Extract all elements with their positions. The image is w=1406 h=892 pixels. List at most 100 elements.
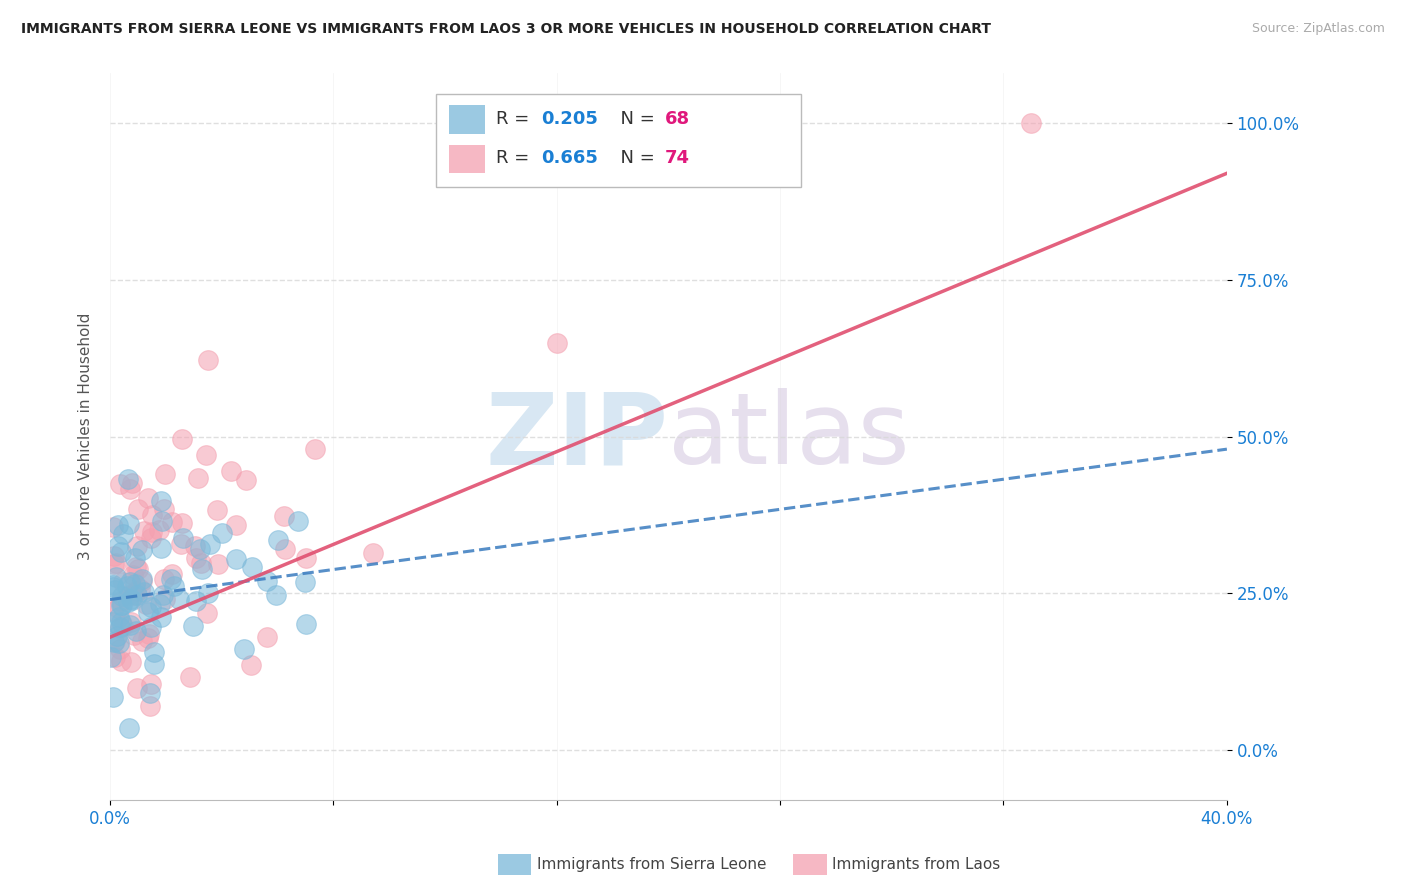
Point (211, 526, 233, 541)
Point (124, 551, 146, 566)
Point (127, 562, 149, 576)
Point (152, 588, 174, 602)
Point (135, 597, 157, 611)
Point (120, 655, 142, 669)
Point (108, 636, 131, 650)
Point (110, 620, 132, 634)
Point (129, 582, 152, 596)
Point (139, 599, 162, 614)
Text: Immigrants from Laos: Immigrants from Laos (832, 857, 1001, 871)
Point (104, 634, 127, 648)
Point (107, 601, 129, 615)
Point (122, 627, 145, 641)
Point (149, 493, 172, 508)
Point (136, 605, 159, 619)
Text: 0.205: 0.205 (541, 110, 598, 128)
Point (149, 541, 172, 555)
Point (256, 574, 278, 588)
Point (186, 551, 208, 566)
Point (121, 476, 143, 491)
Text: atlas: atlas (668, 388, 910, 485)
Point (120, 483, 142, 497)
Point (160, 515, 183, 529)
Point (127, 539, 149, 553)
Point (127, 588, 149, 602)
Point (172, 532, 194, 546)
Point (149, 598, 172, 612)
Point (101, 604, 124, 618)
Point (274, 542, 297, 557)
Point (240, 657, 263, 672)
Point (139, 698, 162, 713)
Point (104, 570, 127, 584)
Point (108, 641, 131, 656)
Point (187, 470, 209, 484)
Point (110, 615, 132, 629)
Point (273, 508, 295, 523)
Text: R =: R = (496, 149, 536, 167)
Point (131, 542, 153, 557)
Point (101, 690, 124, 705)
Point (120, 618, 142, 632)
Point (112, 527, 135, 541)
Text: Source: ZipAtlas.com: Source: ZipAtlas.com (1251, 22, 1385, 36)
Point (141, 620, 163, 634)
Point (153, 467, 176, 482)
Point (194, 448, 217, 462)
Point (125, 559, 148, 574)
Point (219, 464, 242, 478)
Point (131, 573, 153, 587)
Text: N =: N = (609, 110, 661, 128)
Point (103, 580, 125, 594)
Point (105, 556, 128, 570)
Point (104, 582, 127, 597)
Point (287, 515, 309, 529)
Point (160, 567, 183, 582)
Point (153, 591, 176, 606)
Point (131, 574, 153, 588)
Point (103, 520, 125, 534)
Point (124, 576, 146, 591)
Point (125, 583, 148, 598)
Point (115, 579, 138, 593)
Point (267, 533, 290, 548)
Point (101, 578, 124, 592)
Point (141, 524, 163, 539)
Point (136, 632, 159, 646)
Point (205, 503, 228, 517)
Point (295, 551, 318, 566)
Point (264, 588, 287, 602)
Point (150, 514, 173, 528)
Point (103, 549, 125, 564)
Point (138, 627, 160, 641)
Point (112, 574, 135, 589)
Point (120, 615, 142, 630)
Point (118, 517, 141, 532)
Point (148, 523, 170, 537)
Text: R =: R = (496, 110, 536, 128)
Point (225, 551, 247, 566)
Point (139, 677, 162, 691)
Text: 68: 68 (665, 110, 690, 128)
Point (127, 501, 149, 516)
Point (153, 502, 176, 516)
Point (103, 635, 125, 649)
Point (256, 630, 278, 644)
Point (124, 588, 146, 602)
Point (184, 539, 207, 553)
Point (363, 546, 385, 560)
Point (111, 598, 134, 612)
Point (110, 476, 132, 491)
Point (153, 572, 176, 586)
Point (179, 670, 201, 684)
Point (131, 633, 153, 648)
Point (190, 541, 212, 556)
Point (110, 654, 132, 668)
Point (111, 590, 134, 604)
Point (108, 609, 131, 624)
Point (167, 592, 190, 607)
Point (110, 594, 132, 608)
Point (121, 593, 143, 607)
Point (142, 645, 165, 659)
Point (163, 579, 186, 593)
